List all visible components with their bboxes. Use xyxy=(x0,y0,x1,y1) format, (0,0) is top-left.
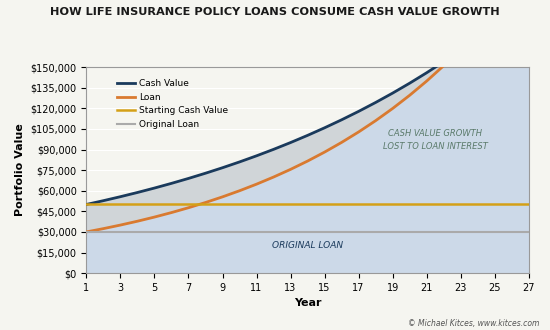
Text: © Michael Kitces, www.kitces.com: © Michael Kitces, www.kitces.com xyxy=(408,319,539,328)
Legend: Cash Value, Loan, Starting Cash Value, Original Loan: Cash Value, Loan, Starting Cash Value, O… xyxy=(113,76,232,133)
X-axis label: Year: Year xyxy=(294,298,321,309)
Text: CASH VALUE GROWTH
LOST TO LOAN INTEREST: CASH VALUE GROWTH LOST TO LOAN INTEREST xyxy=(383,129,488,150)
Y-axis label: Portfolio Value: Portfolio Value xyxy=(15,124,25,216)
Text: HOW LIFE INSURANCE POLICY LOANS CONSUME CASH VALUE GROWTH: HOW LIFE INSURANCE POLICY LOANS CONSUME … xyxy=(50,7,500,16)
Text: ORIGINAL LOAN: ORIGINAL LOAN xyxy=(272,241,343,250)
